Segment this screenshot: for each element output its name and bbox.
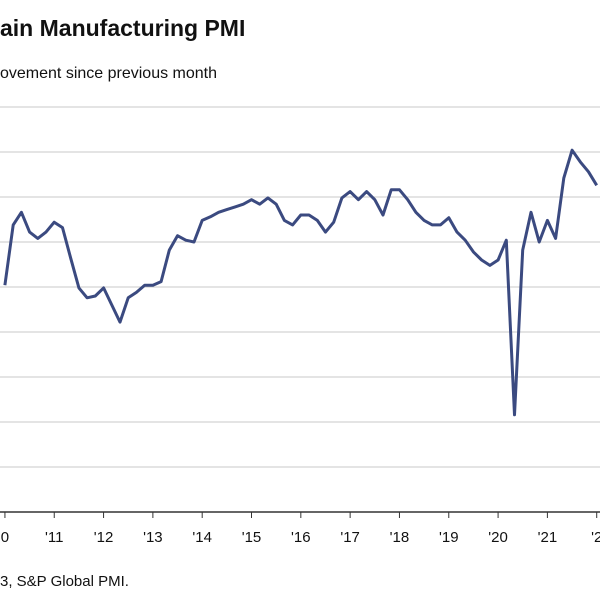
x-tick-label: '16 bbox=[291, 529, 311, 546]
x-tick-label: '11 bbox=[45, 529, 63, 546]
x-tick-label: '19 bbox=[439, 529, 459, 546]
x-tick-label: '15 bbox=[242, 529, 262, 546]
x-tick-label: 0 bbox=[1, 529, 9, 546]
chart-title: ain Manufacturing PMI bbox=[0, 15, 245, 41]
x-tick-label: '20 bbox=[488, 529, 508, 546]
x-tick-label: '13 bbox=[143, 529, 163, 546]
chart-subtitle: ovement since previous month bbox=[0, 65, 217, 82]
x-tick-label: '18 bbox=[390, 529, 410, 546]
x-tick-label: '21 bbox=[538, 529, 558, 546]
x-tick-label: '17 bbox=[340, 529, 360, 546]
x-tick-label: '2 bbox=[591, 529, 600, 546]
data-line bbox=[3, 148, 598, 417]
source-note: 3, S&P Global PMI. bbox=[0, 573, 129, 590]
x-tick-label: '14 bbox=[192, 529, 212, 546]
x-tick-label: '12 bbox=[94, 529, 114, 546]
